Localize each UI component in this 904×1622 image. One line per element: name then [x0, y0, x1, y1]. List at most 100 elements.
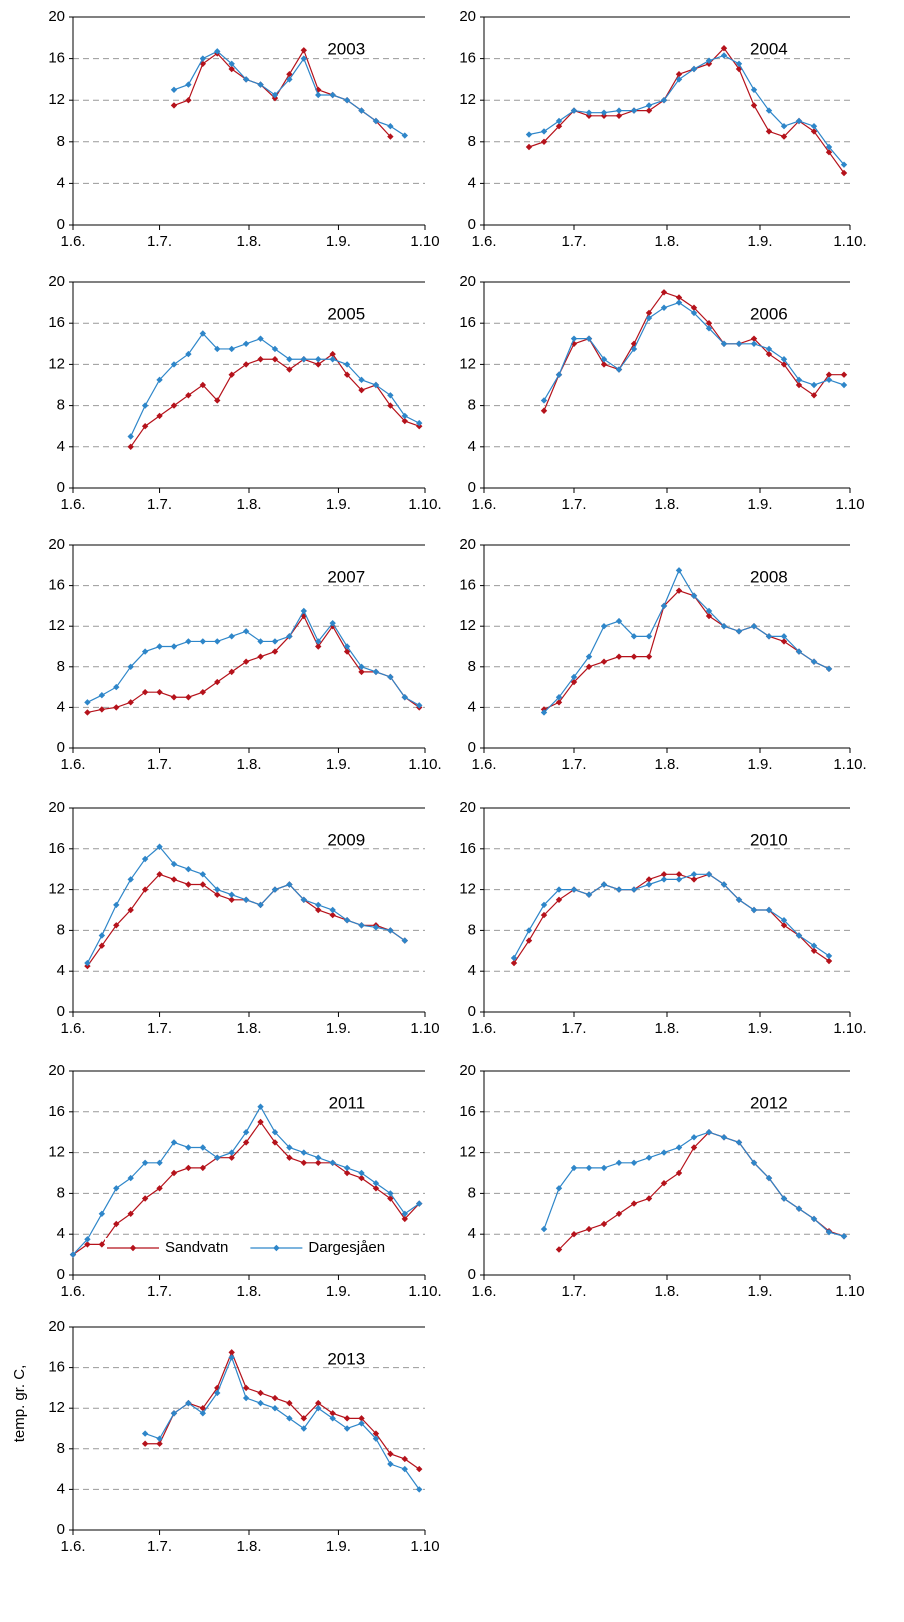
y-tick-label: 12 — [459, 881, 476, 898]
data-point — [199, 1164, 207, 1172]
data-point — [645, 653, 653, 660]
data-point — [705, 612, 713, 620]
y-tick-label: 12 — [48, 1144, 65, 1161]
data-point — [675, 567, 683, 574]
data-point — [675, 294, 683, 301]
data-point — [660, 289, 668, 296]
data-point — [358, 1415, 365, 1422]
chart-title: 2004 — [750, 39, 788, 58]
data-point — [720, 1134, 728, 1141]
data-point — [214, 1154, 221, 1161]
data-point — [372, 1430, 380, 1437]
data-point — [690, 309, 698, 317]
x-tick-label: 1.7. — [147, 233, 172, 250]
data-point — [810, 128, 818, 135]
x-tick-label: 1.8. — [654, 756, 679, 773]
data-point — [705, 607, 713, 615]
x-tick-label: 1.8. — [236, 1283, 261, 1300]
data-point — [555, 699, 563, 706]
data-point — [170, 102, 178, 109]
data-point — [795, 381, 803, 389]
y-tick-label: 0 — [57, 739, 65, 756]
data-point — [127, 663, 134, 670]
x-tick-label: 1.8. — [654, 1020, 679, 1037]
data-point — [329, 1159, 336, 1166]
data-point — [401, 417, 409, 425]
data-point — [329, 1410, 336, 1417]
x-tick-label: 1.10 — [410, 233, 439, 250]
y-tick-label: 4 — [468, 962, 476, 979]
data-point — [141, 423, 149, 430]
data-point — [690, 1134, 698, 1141]
data-point — [825, 143, 833, 151]
data-point — [141, 1440, 149, 1447]
data-point — [286, 633, 293, 640]
data-point — [780, 922, 788, 929]
y-tick-label: 8 — [57, 1440, 65, 1457]
data-point — [214, 397, 221, 404]
data-point — [141, 1195, 149, 1202]
data-point — [600, 623, 608, 630]
y-tick-label: 12 — [459, 91, 476, 108]
data-point — [600, 1164, 608, 1172]
data-point — [358, 386, 365, 394]
data-point — [271, 91, 279, 99]
data-point — [660, 876, 668, 883]
data-point — [840, 161, 848, 168]
data-point — [257, 653, 264, 660]
x-tick-label: 1.6. — [60, 233, 85, 250]
x-tick-label: 1.8. — [236, 233, 261, 250]
y-tick-label: 16 — [48, 577, 65, 594]
y-tick-label: 0 — [57, 1266, 65, 1283]
series-line — [87, 614, 420, 714]
data-point — [300, 55, 308, 62]
data-point — [690, 1144, 698, 1151]
data-point — [199, 55, 207, 62]
y-tick-label: 20 — [48, 1318, 65, 1335]
data-point — [825, 665, 833, 673]
x-tick-label: 1.10 — [410, 1538, 439, 1555]
y-tick-label: 0 — [468, 1266, 476, 1283]
data-point — [645, 102, 653, 109]
data-point — [127, 433, 134, 440]
data-point — [387, 123, 394, 130]
data-point — [127, 443, 134, 450]
data-point — [372, 117, 380, 125]
y-tick-label: 20 — [459, 536, 476, 553]
data-point — [228, 891, 235, 898]
legend-marker — [273, 1244, 280, 1252]
data-point — [795, 376, 803, 384]
data-point — [343, 917, 351, 924]
data-point — [271, 1129, 279, 1136]
data-point — [286, 71, 293, 78]
data-point — [156, 376, 163, 384]
data-point — [141, 886, 149, 893]
data-point — [795, 648, 803, 655]
data-point — [510, 959, 518, 967]
data-point — [242, 1384, 250, 1392]
data-point — [795, 932, 803, 939]
y-tick-label: 8 — [57, 921, 65, 938]
data-point — [185, 81, 192, 88]
y-tick-label: 12 — [459, 617, 476, 634]
data-point — [358, 922, 365, 929]
x-tick-label: 1.8. — [654, 496, 679, 513]
data-point — [810, 947, 818, 954]
data-point — [570, 335, 578, 342]
data-point — [170, 643, 178, 650]
data-point — [401, 412, 409, 420]
data-point — [795, 1205, 803, 1212]
data-point — [780, 356, 788, 363]
data-point — [315, 906, 322, 914]
y-tick-label: 0 — [57, 216, 65, 233]
data-point — [780, 638, 788, 645]
data-point — [585, 653, 593, 660]
data-point — [780, 1195, 788, 1202]
data-point — [242, 896, 250, 903]
data-point — [113, 683, 120, 691]
data-point — [840, 381, 848, 389]
data-point — [630, 1159, 638, 1166]
data-point — [735, 60, 743, 67]
data-point — [690, 871, 698, 878]
data-point — [630, 886, 638, 893]
